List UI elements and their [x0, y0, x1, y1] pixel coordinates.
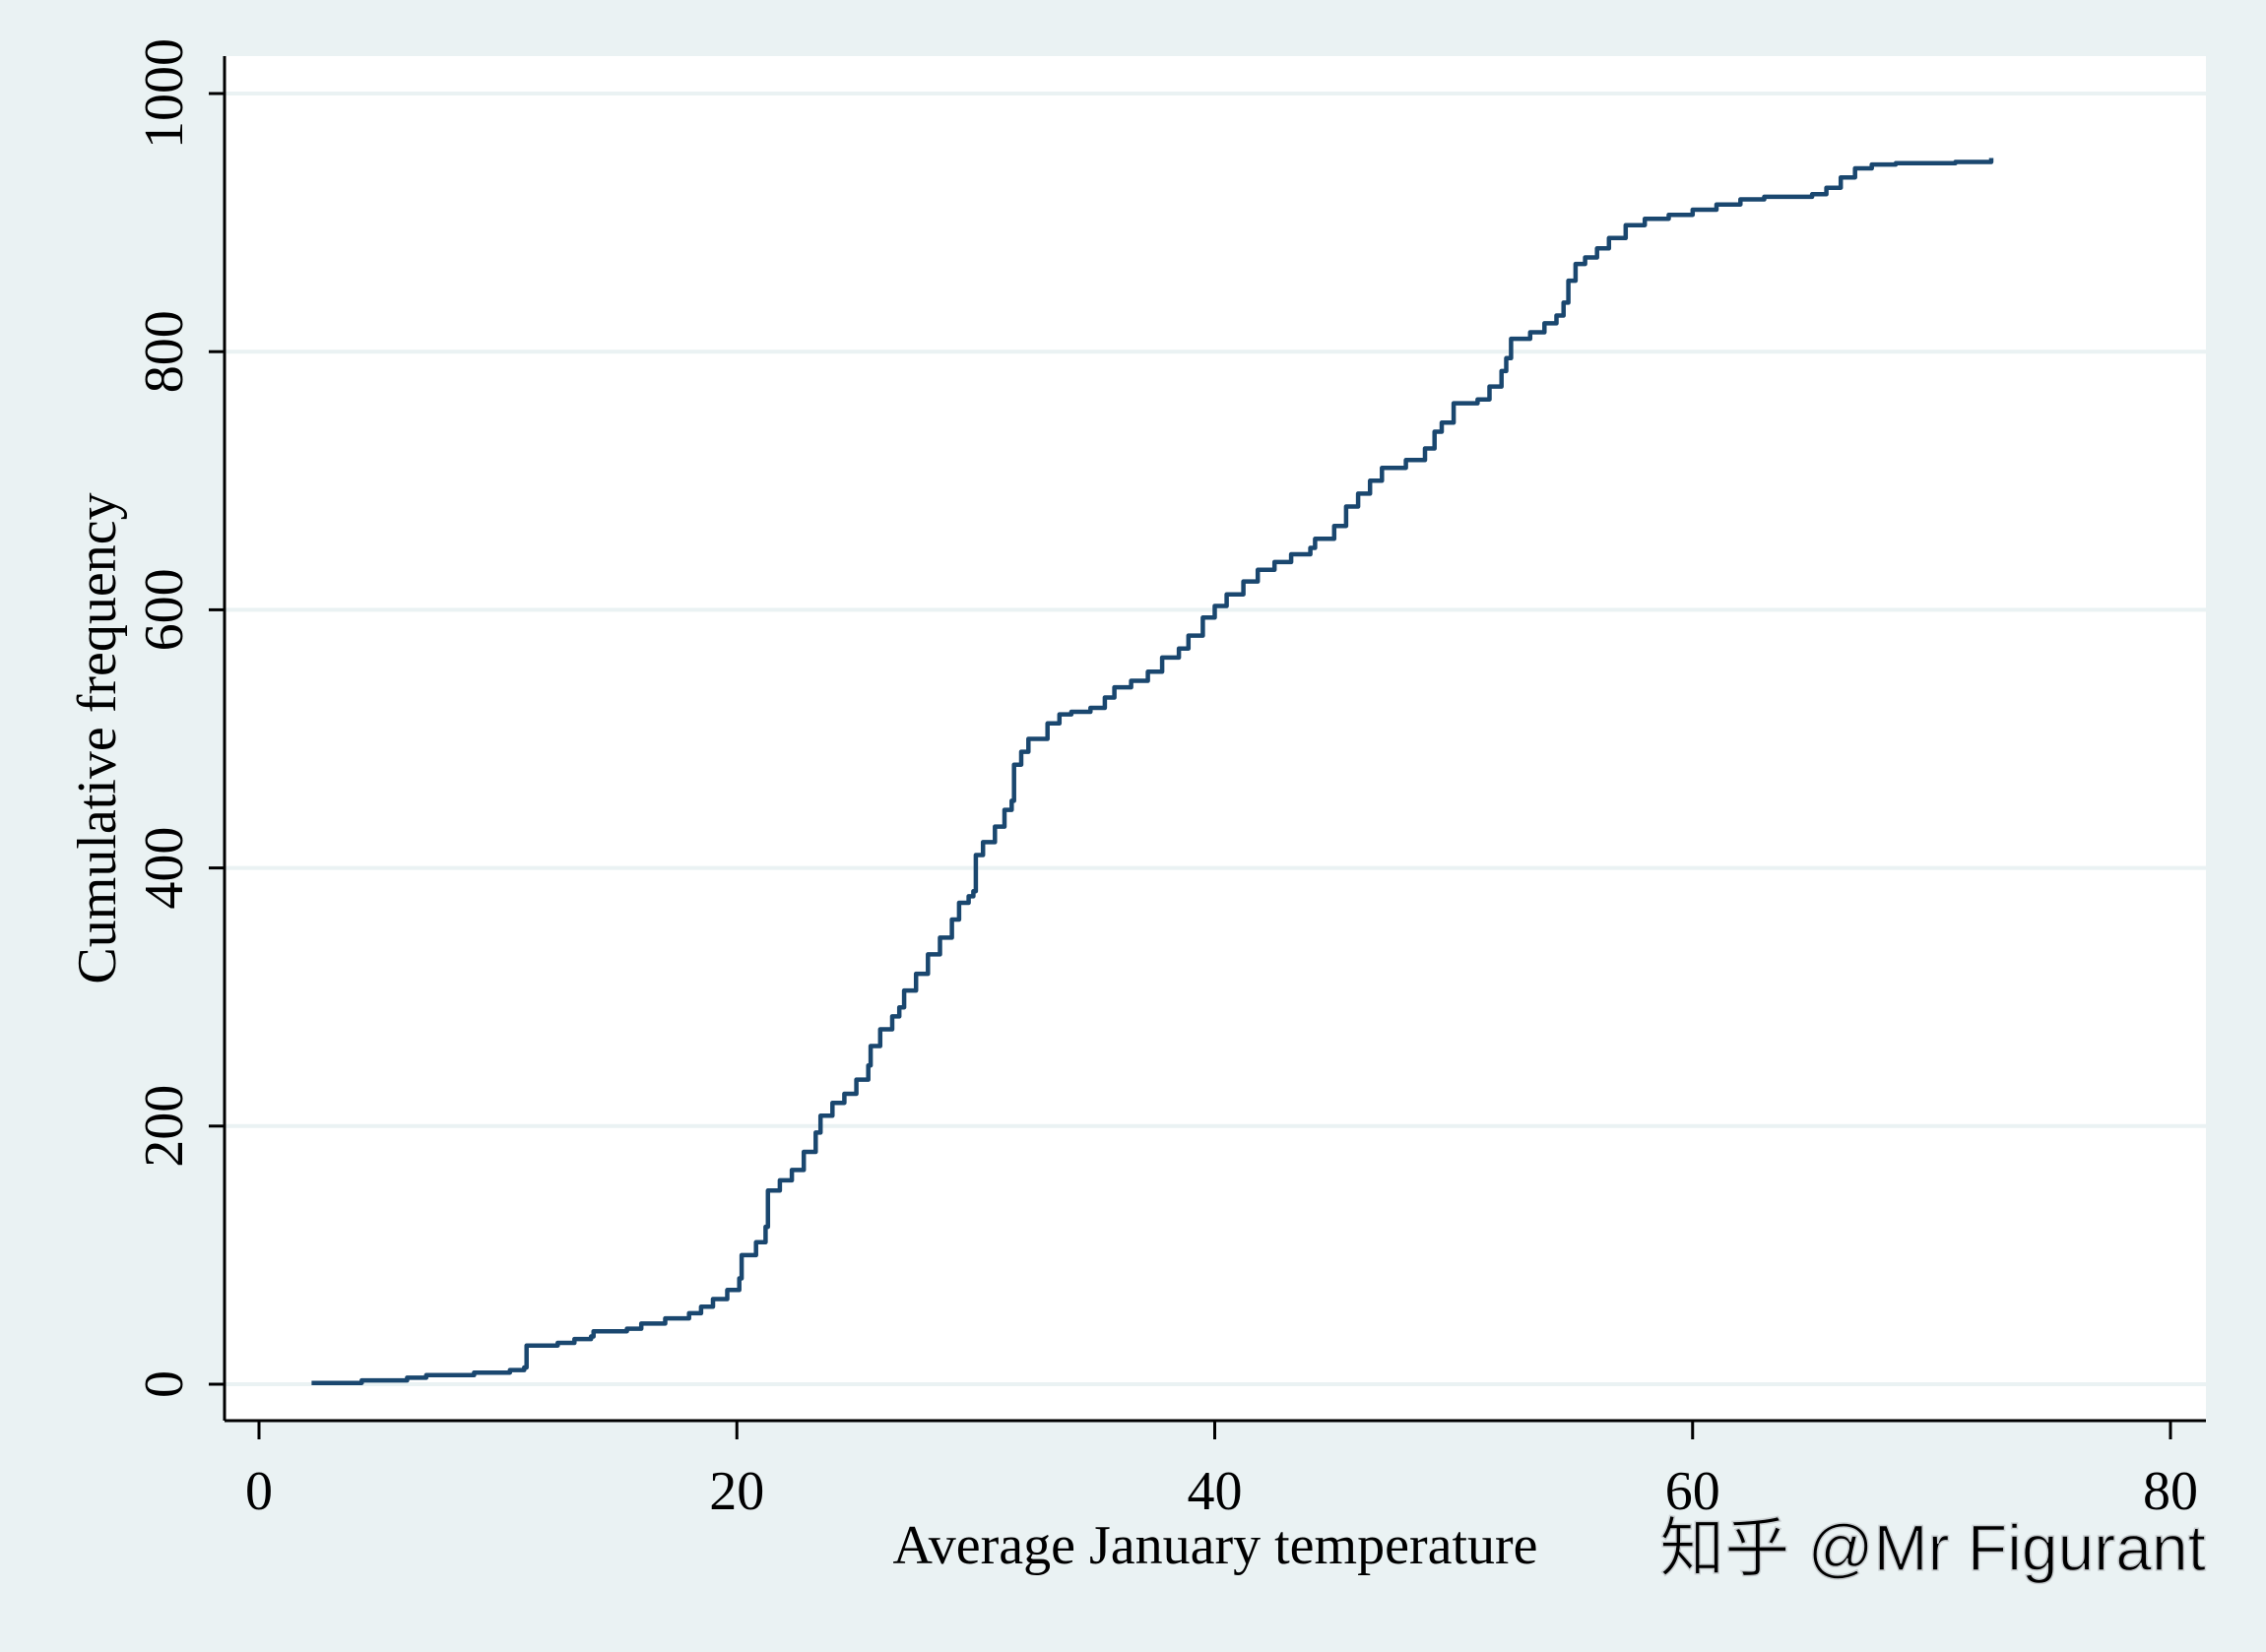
y-tick-label-1000: 1000 — [134, 38, 195, 149]
y-tick-label-0: 0 — [134, 1370, 195, 1398]
x-tick-label-0: 0 — [245, 1461, 273, 1522]
y-tick-label-600: 600 — [134, 568, 195, 651]
x-axis-label: Average January temperature — [892, 1515, 1537, 1576]
y-tick-label-200: 200 — [134, 1085, 195, 1168]
y-ticks: 0 200 400 600 800 1000 — [134, 38, 225, 1398]
x-tick-label-40: 40 — [1188, 1461, 1243, 1522]
series-layer — [311, 158, 1994, 1385]
y-axis-label: Cumulative frequency — [67, 492, 128, 984]
plot-area — [225, 56, 2206, 1421]
x-tick-label-80: 80 — [2143, 1461, 2198, 1522]
x-tick-label-20: 20 — [709, 1461, 764, 1522]
x-tick-label-60: 60 — [1665, 1461, 1720, 1522]
y-tick-label-400: 400 — [134, 827, 195, 910]
x-ticks: 0 20 40 60 80 — [245, 1421, 2198, 1522]
watermark: 知乎 @Mr Figurant — [1659, 1511, 2206, 1584]
y-tick-label-800: 800 — [134, 310, 195, 393]
series-line-0 — [311, 158, 1994, 1385]
